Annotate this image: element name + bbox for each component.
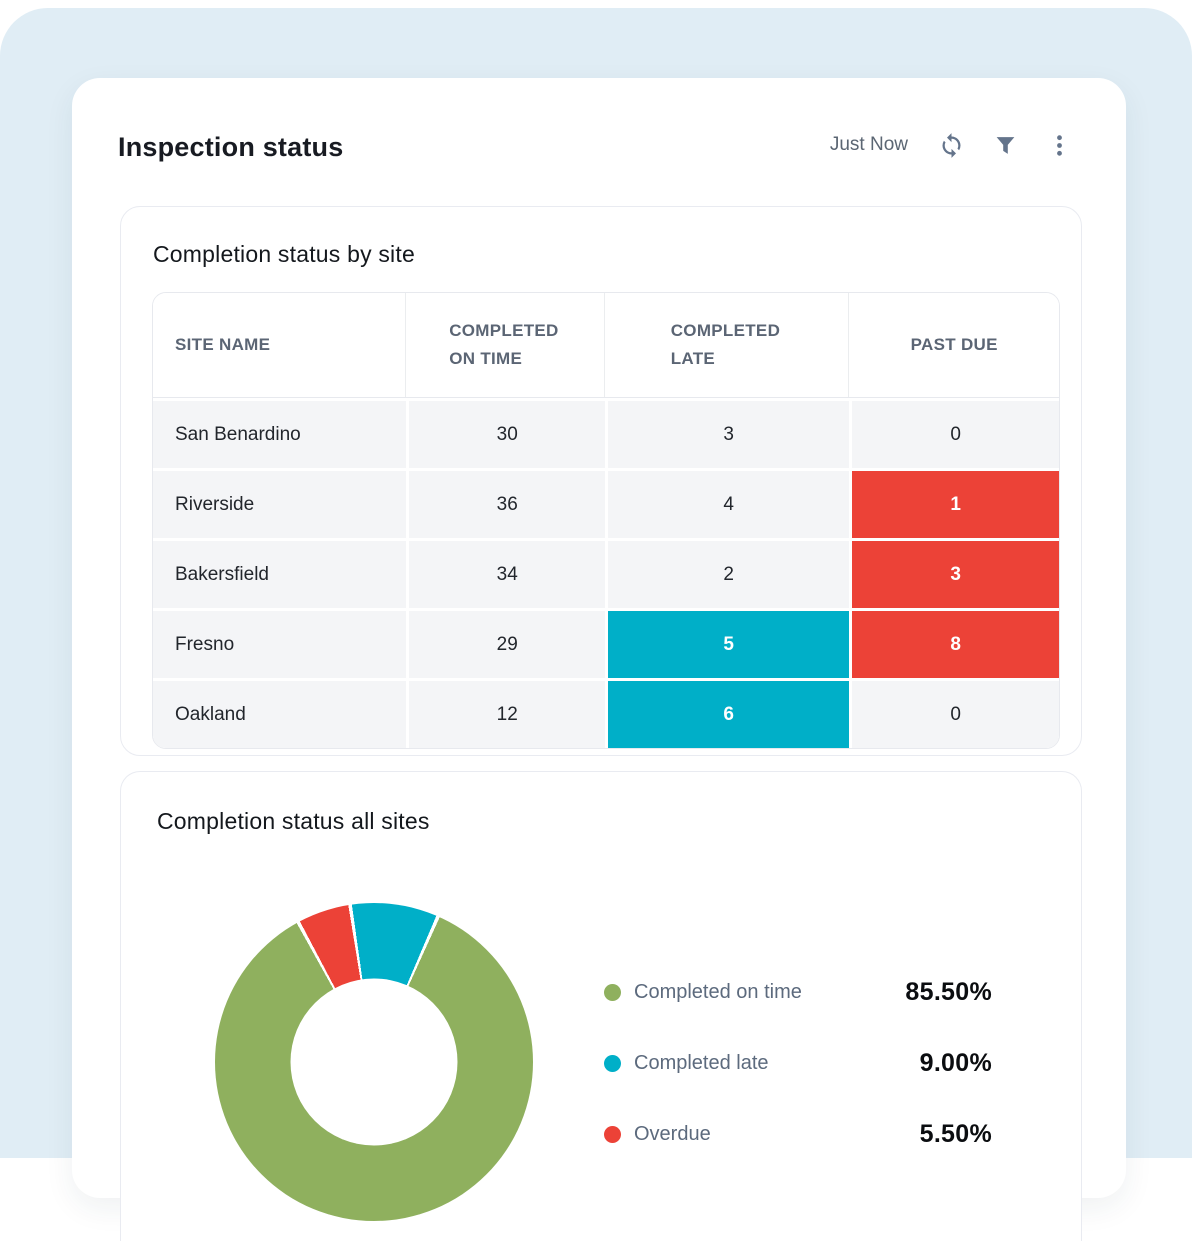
- legend-dot-completed-late: [604, 1055, 621, 1072]
- cell-on-time: 12: [406, 681, 605, 748]
- legend-value: 5.50%: [919, 1120, 992, 1148]
- table-row: Fresno 29 5 8: [153, 611, 1059, 678]
- cell-site-name: Bakersfield: [153, 541, 407, 608]
- cell-late: 2: [605, 541, 850, 608]
- completion-all-sites-card: Completion status all sites Completed on…: [120, 771, 1082, 1241]
- cell-late: 3: [605, 401, 850, 468]
- table-row: San Benardino 30 3 0: [153, 401, 1059, 468]
- page-title: Inspection status: [118, 132, 344, 162]
- site-table: SITE NAME COMPLETED ON TIME COMPLETED LA…: [152, 292, 1060, 749]
- legend-label: Completed on time: [634, 981, 802, 1003]
- legend-dot-overdue: [604, 1126, 621, 1143]
- header-actions: Just Now: [830, 130, 1074, 160]
- legend-dot-completed-on-time: [604, 984, 621, 1001]
- column-header-past-due: PAST DUE: [910, 335, 998, 354]
- cell-late: 4: [605, 471, 850, 538]
- legend-label: Overdue: [634, 1123, 711, 1145]
- refresh-button[interactable]: [936, 130, 966, 160]
- cell-late-highlight: 5: [605, 611, 850, 678]
- filter-icon: [993, 133, 1018, 158]
- legend-value: 9.00%: [919, 1049, 992, 1077]
- site-table-title: Completion status by site: [153, 241, 415, 267]
- cell-on-time: 29: [406, 611, 605, 678]
- refresh-icon: [938, 132, 965, 159]
- cell-site-name: San Benardino: [153, 401, 407, 468]
- legend-item: Completed late 9.00%: [604, 1028, 992, 1099]
- legend-item: Overdue 5.50%: [604, 1099, 992, 1170]
- legend-item: Completed on time 85.50%: [604, 957, 992, 1028]
- cell-past-due-alert: 8: [849, 611, 1059, 678]
- cell-past-due: 0: [849, 401, 1059, 468]
- donut-legend: Completed on time 85.50% Completed late …: [604, 957, 992, 1170]
- last-updated-label: Just Now: [829, 134, 908, 155]
- legend-label: Completed late: [634, 1052, 769, 1074]
- cell-late-highlight: 6: [605, 681, 850, 748]
- table-row: Riverside 36 4 1: [153, 471, 1059, 538]
- column-header-site-name: SITE NAME: [153, 293, 407, 397]
- more-options-button[interactable]: [1044, 130, 1074, 160]
- completion-by-site-card: Completion status by site SITE NAME COMP…: [120, 206, 1082, 756]
- column-header-completed-on-time: COMPLETED ON TIME: [406, 293, 605, 397]
- cell-past-due-alert: 3: [849, 541, 1059, 608]
- cell-site-name: Riverside: [153, 471, 407, 538]
- cell-on-time: 36: [406, 471, 605, 538]
- table-row: Oakland 12 6 0: [153, 681, 1059, 748]
- table-row: Bakersfield 34 2 3: [153, 541, 1059, 608]
- filter-button[interactable]: [990, 130, 1020, 160]
- cell-on-time: 30: [406, 401, 605, 468]
- cell-past-due-alert: 1: [849, 471, 1059, 538]
- cell-site-name: Fresno: [153, 611, 407, 678]
- more-options-icon: [1047, 133, 1072, 158]
- donut-chart: [215, 903, 533, 1221]
- legend-value: 85.50%: [905, 978, 992, 1006]
- inspection-status-panel: Inspection status Just Now: [72, 78, 1126, 1241]
- cell-past-due: 0: [849, 681, 1059, 748]
- cell-site-name: Oakland: [153, 681, 407, 748]
- table-body: San Benardino 30 3 0 Riverside 36 4 1 Ba…: [153, 398, 1059, 748]
- donut-card-title: Completion status all sites: [157, 808, 430, 834]
- dashboard-background: Inspection status Just Now: [0, 8, 1192, 1241]
- panel-header: Inspection status Just Now: [118, 78, 1074, 206]
- table-header-row: SITE NAME COMPLETED ON TIME COMPLETED LA…: [153, 293, 1059, 398]
- cell-on-time: 34: [406, 541, 605, 608]
- column-header-completed-late: COMPLETED LATE: [605, 293, 850, 397]
